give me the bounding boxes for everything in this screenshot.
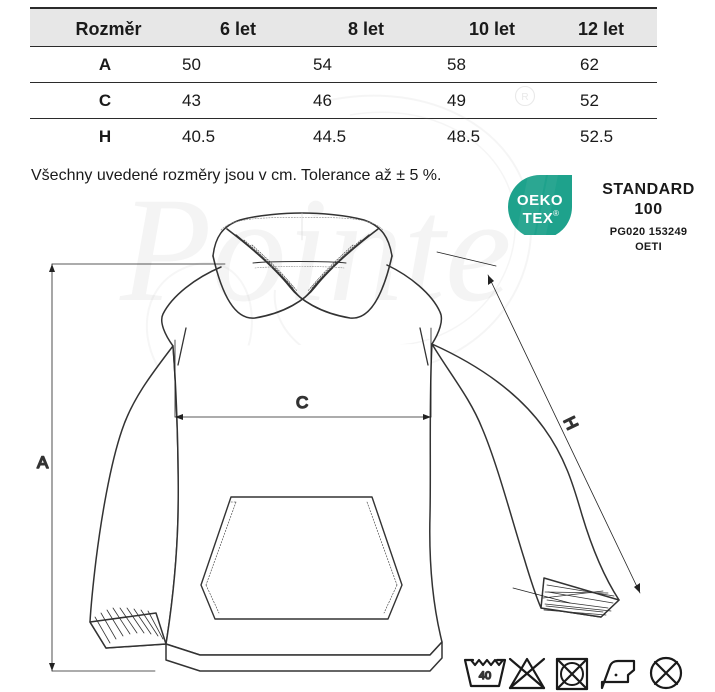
svg-text:H: H [559,414,581,433]
svg-text:A: A [37,453,49,472]
svg-text:40: 40 [479,670,491,682]
svg-text:C: C [296,393,308,412]
